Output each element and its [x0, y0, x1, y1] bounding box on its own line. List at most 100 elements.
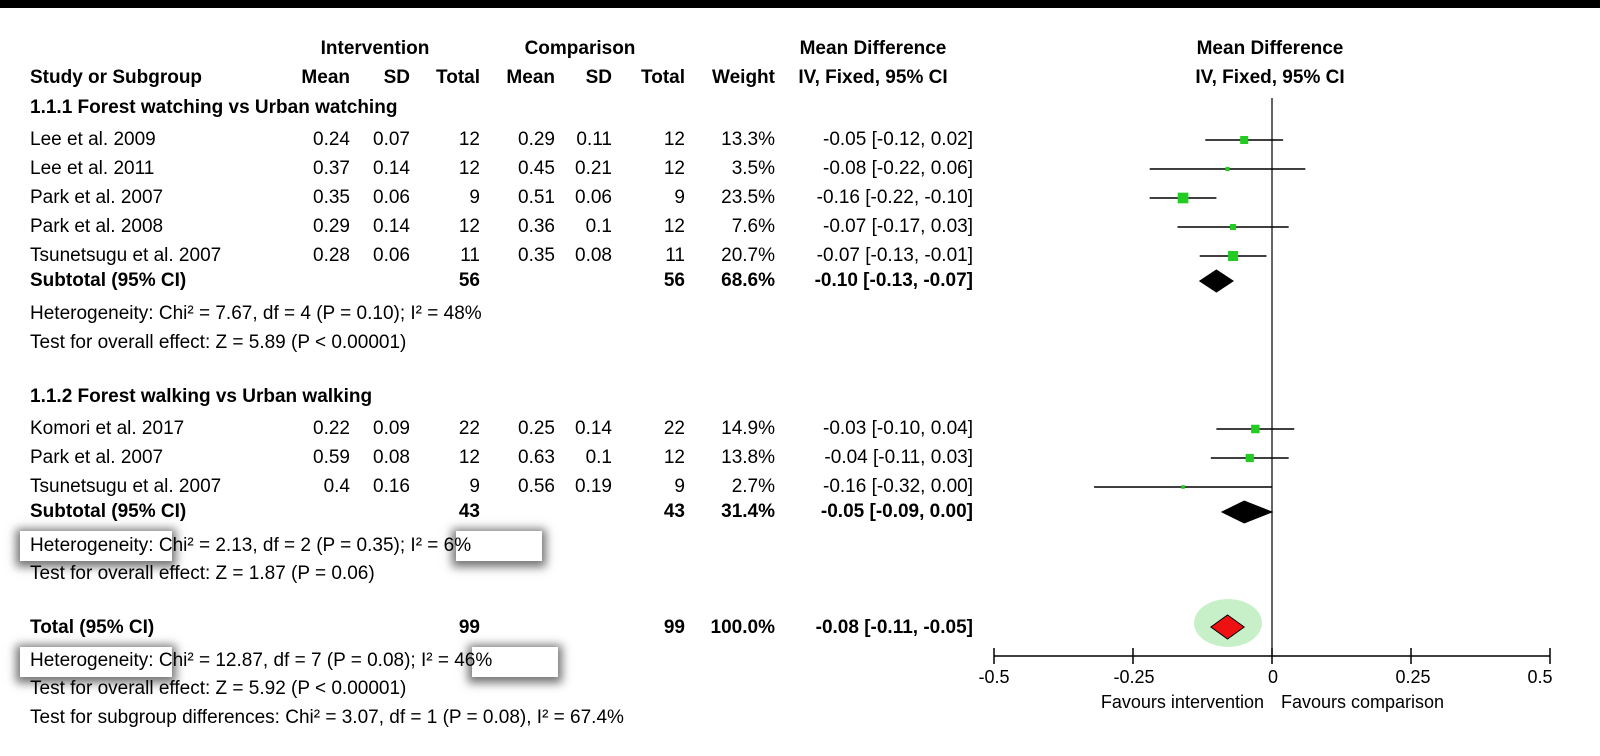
- axis-tick-label: 0: [1267, 667, 1278, 687]
- subtotal-weight: 31.4%: [721, 501, 775, 522]
- subtotal-2-diamond: [1220, 500, 1274, 524]
- sd-intervention: 0.08: [373, 447, 410, 468]
- overall-effect-label: Test: [30, 678, 65, 699]
- sd-comparison: 0.11: [576, 129, 612, 150]
- study-name: Park et al. 2008: [30, 216, 164, 237]
- total-intervention: 12: [458, 216, 480, 237]
- heterogeneity-separator: ;: [410, 650, 416, 671]
- weight: 23.5%: [721, 187, 775, 208]
- study-name: Lee et al. 2011: [30, 158, 155, 179]
- total-heterogeneity-text: Heterogeneity: Chi² = 12.87, df = 7 (P =…: [30, 650, 492, 672]
- total-intervention: 12: [458, 158, 480, 179]
- mean-intervention: 0.4: [323, 476, 350, 497]
- total-comparison: 9: [674, 476, 685, 497]
- header-total-comparison: Total: [641, 67, 685, 88]
- subtotal-total-comparison: 43: [663, 501, 685, 522]
- header-md-title: Mean Difference: [799, 38, 947, 59]
- total-comparison: 12: [663, 158, 685, 179]
- total-diamond: [1209, 614, 1246, 640]
- header-plot-method: IV, Fixed, 95% CI: [1195, 67, 1345, 88]
- mean-comparison: 0.51: [518, 187, 555, 208]
- study-point: [1230, 223, 1237, 231]
- subtotal-ci: -0.10 [-0.13, -0.07]: [814, 270, 973, 291]
- highlight-i2-2: [456, 531, 542, 561]
- header-md-method: IV, Fixed, 95% CI: [798, 67, 948, 88]
- total-comparison: 11: [665, 245, 685, 266]
- overall-effect-text: Test for overall effect: Z = 5.89 (P < 0…: [30, 332, 407, 353]
- weight: 3.5%: [731, 158, 775, 179]
- total-label: Total (95% CI): [30, 617, 155, 638]
- subtotal-1-diamond: [1198, 269, 1234, 293]
- study-name: Park et al. 2007: [30, 187, 164, 208]
- favours-intervention-label: Favours intervention: [1100, 692, 1264, 712]
- mean-intervention: 0.59: [313, 447, 350, 468]
- axis-tick-label: 0.25: [1395, 667, 1431, 687]
- mean-comparison: 0.63: [518, 447, 555, 468]
- overall-effect-value: for overall effect: Z = 5.92 (P < 0.0000…: [70, 678, 407, 699]
- mean-difference-ci: -0.07 [-0.17, 0.03]: [823, 216, 973, 237]
- sd-comparison: 0.06: [575, 187, 612, 208]
- subtotal-label: Subtotal (95% CI): [30, 501, 187, 522]
- mean-intervention: 0.37: [313, 158, 350, 179]
- total-intervention: 9: [469, 187, 480, 208]
- header-weight: Weight: [712, 67, 775, 88]
- mean-comparison: 0.29: [518, 129, 555, 150]
- header-group-comparison: Comparison: [524, 38, 636, 59]
- heterogeneity-i2: I² = 6%: [410, 535, 472, 556]
- weight: 2.7%: [731, 476, 775, 497]
- mean-comparison: 0.56: [518, 476, 555, 497]
- sd-intervention: 0.14: [373, 158, 410, 179]
- header-mean-intervention: Mean: [301, 67, 350, 88]
- sd-intervention: 0.14: [373, 216, 410, 237]
- heterogeneity-label: Heterogeneity:: [30, 535, 154, 556]
- total-comparison: 22: [663, 418, 685, 439]
- forest-plot-marks: [993, 98, 1551, 664]
- header-total-intervention: Total: [436, 67, 480, 88]
- heterogeneity-label: Heterogeneity:: [30, 650, 154, 671]
- sd-intervention: 0.16: [373, 476, 410, 497]
- axis-tick-label: -0.25: [1113, 667, 1155, 687]
- total-weight: 100.0%: [710, 617, 775, 638]
- header-study: Study or Subgroup: [30, 67, 203, 88]
- study-point: [1177, 192, 1189, 204]
- overall-effect-value: for overall effect: Z = 1.87 (P = 0.06): [70, 563, 375, 584]
- mean-intervention: 0.29: [313, 216, 350, 237]
- sd-intervention: 0.06: [373, 187, 410, 208]
- total-comparison: 12: [663, 216, 685, 237]
- total-ci: -0.08 [-0.11, -0.05]: [815, 617, 973, 638]
- sd-comparison: 0.21: [575, 158, 612, 179]
- study-point: [1240, 135, 1249, 145]
- study-name: Komori et al. 2017: [30, 418, 185, 439]
- favours-comparison-label: Favours comparison: [1281, 692, 1445, 712]
- total-overall-effect-text: Test for overall effect: Z = 5.92 (P < 0…: [30, 678, 406, 700]
- mean-difference-ci: -0.16 [-0.32, 0.00]: [823, 476, 973, 497]
- sd-intervention: 0.07: [373, 129, 410, 150]
- heterogeneity-chi: Chi² = 2.13, df = 2 (P = 0.35): [158, 535, 400, 556]
- heterogeneity-separator: ;: [399, 535, 406, 556]
- total-comparison: 12: [663, 129, 685, 150]
- top-border: [0, 0, 1600, 8]
- mean-intervention: 0.28: [313, 245, 350, 266]
- total-total-comparison: 99: [663, 617, 685, 638]
- mean-comparison: 0.45: [518, 158, 555, 179]
- subtotal-total-comparison: 56: [663, 270, 685, 291]
- subtotal-label: Subtotal (95% CI): [30, 270, 187, 291]
- total-comparison: 9: [674, 187, 685, 208]
- study-point: [1225, 166, 1230, 172]
- weight: 20.7%: [721, 245, 775, 266]
- sd-comparison: 0.14: [575, 418, 612, 439]
- weight: 13.8%: [721, 447, 775, 468]
- heterogeneity-chi: Chi² = 12.87, df = 7 (P = 0.08): [158, 650, 411, 671]
- total-intervention: 11: [460, 245, 480, 266]
- subtotal-ci: -0.05 [-0.09, 0.00]: [820, 501, 973, 522]
- sd-intervention: 0.09: [373, 418, 410, 439]
- heterogeneity-text: Heterogeneity: Chi² = 7.67, df = 4 (P = …: [30, 303, 482, 324]
- highlight-heterogeneity-total: [20, 647, 172, 677]
- subtotal-weight: 68.6%: [721, 270, 775, 291]
- sd-comparison: 0.19: [575, 476, 612, 497]
- header-group-intervention: Intervention: [320, 38, 430, 59]
- highlight-i2-total: [472, 647, 558, 677]
- mean-intervention: 0.22: [313, 418, 350, 439]
- total-intervention: 12: [458, 129, 480, 150]
- study-point: [1251, 424, 1260, 434]
